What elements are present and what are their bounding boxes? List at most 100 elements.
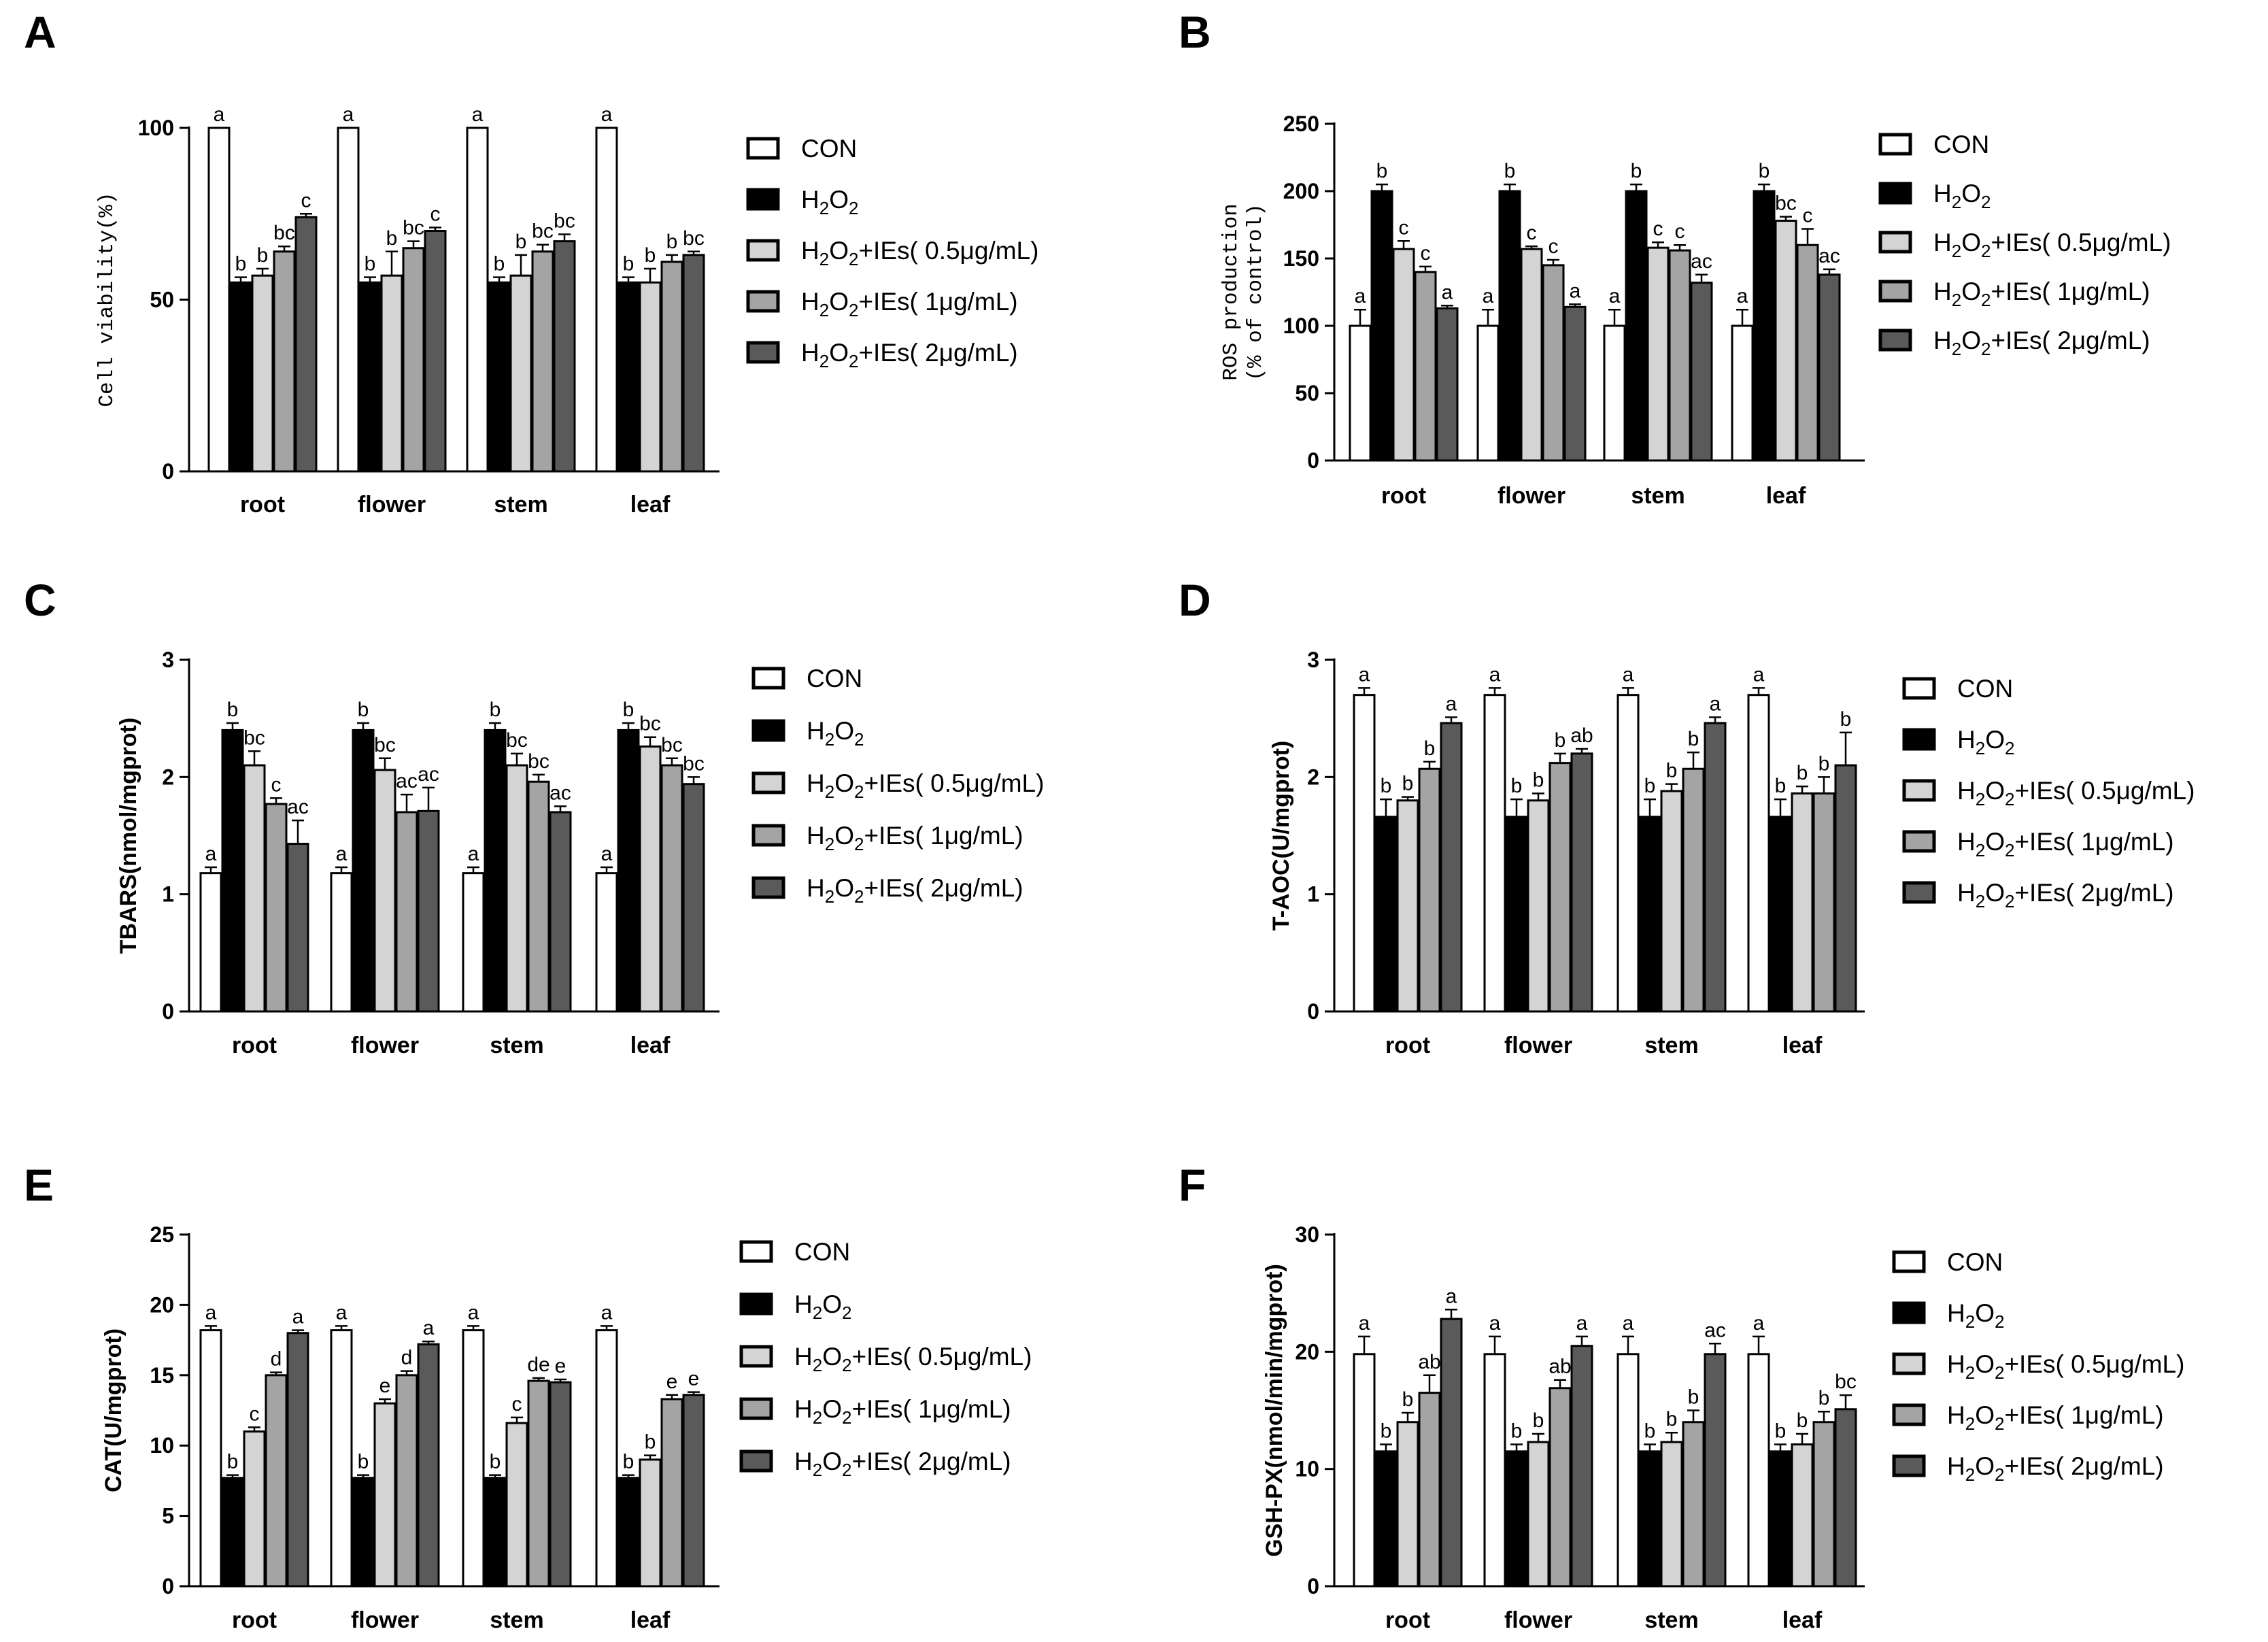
bar-d-leaf-ies_05 [1791, 792, 1814, 1013]
sig-label: b [1402, 773, 1414, 795]
y-tick-label-c: 3 [162, 648, 174, 672]
bar-c-root-con [199, 872, 222, 1013]
category-label-a: flower [358, 492, 426, 518]
legend-swatch-ies_1 [751, 824, 785, 847]
sig-label: a [1359, 1312, 1370, 1335]
y-axis-label-b: ROS production(% of control) [1219, 203, 1268, 380]
sig-label: c [250, 1403, 260, 1425]
bar-d-flower-ies_05 [1527, 799, 1550, 1013]
sig-label: ac [549, 782, 571, 804]
bar-e-leaf-ies_1 [660, 1398, 683, 1588]
bar-f-flower-con [1483, 1353, 1506, 1588]
sig-label: a [1753, 663, 1765, 686]
bar-e-root-h2o2 [221, 1477, 244, 1588]
y-tick-label-a: 50 [150, 288, 174, 312]
sig-label: c [1527, 222, 1537, 244]
legend-label-h2o2: H2O2 [794, 1290, 851, 1323]
y-tick-label-a: 0 [162, 459, 174, 484]
legend-label-ies_2: H2O2+IEs( 2μg/mL) [1957, 879, 2174, 911]
bar-c-stem-ies_1 [527, 780, 550, 1013]
legend-swatch-h2o2 [751, 719, 785, 742]
legend-swatch-h2o2 [746, 188, 780, 211]
y-tick-label-f: 10 [1295, 1457, 1319, 1481]
bar-a-flower-con [337, 127, 360, 473]
sig-label: a [1483, 285, 1494, 307]
sig-label: e [379, 1375, 391, 1397]
sig-label: b [358, 1451, 369, 1473]
legend-swatch-ies_2 [1902, 881, 1936, 904]
bar-b-leaf-con [1731, 324, 1754, 462]
bar-d-flower-ies_2 [1570, 752, 1593, 1013]
legend-swatch-ies_2 [746, 341, 780, 364]
legend-label-ies_1: H2O2+IEs( 1μg/mL) [807, 822, 1023, 854]
sig-label: bc [661, 734, 683, 756]
legend-label-con: CON [1957, 675, 2013, 703]
bar-c-root-h2o2 [221, 728, 244, 1013]
y-tick-label-e: 0 [162, 1574, 174, 1598]
bar-b-root-con [1349, 324, 1372, 462]
y-tick-label-f: 20 [1295, 1339, 1319, 1364]
sig-label: b [1775, 775, 1787, 797]
sig-label: b [1644, 1420, 1656, 1442]
bar-c-root-ies_05 [243, 764, 266, 1013]
y-tick-label-a: 100 [138, 116, 174, 140]
sig-label: c [1675, 220, 1685, 243]
bar-b-root-ies_2 [1436, 307, 1459, 462]
legend-swatch-con [739, 1240, 773, 1263]
legend-label-ies_1: H2O2+IEs( 1μg/mL) [1933, 278, 2150, 310]
y-tick-label-c: 2 [162, 765, 174, 789]
bar-f-root-ies_1 [1418, 1392, 1441, 1588]
bar-f-flower-ies_2 [1570, 1345, 1593, 1588]
bar-f-stem-ies_1 [1682, 1421, 1705, 1588]
sig-label: bc [1775, 192, 1797, 215]
sig-label: b [623, 1451, 634, 1473]
y-tick-label-f: 30 [1295, 1222, 1319, 1247]
bar-b-leaf-h2o2 [1753, 190, 1776, 462]
bar-f-stem-con [1617, 1353, 1640, 1588]
legend-swatch-con [1902, 677, 1936, 700]
bar-a-leaf-ies_1 [660, 261, 683, 473]
legend-swatch-ies_2 [1892, 1454, 1926, 1477]
bar-a-stem-ies_1 [531, 250, 554, 473]
bar-d-stem-h2o2 [1638, 816, 1661, 1013]
legend-label-ies_05: H2O2+IEs( 0.5μg/mL) [794, 1343, 1032, 1375]
sig-label: b [1381, 1420, 1392, 1442]
bar-b-flower-ies_2 [1563, 305, 1587, 462]
bar-f-root-ies_05 [1396, 1421, 1419, 1588]
bar-b-leaf-ies_2 [1818, 273, 1841, 462]
sig-label: a [336, 1301, 348, 1324]
legend-label-h2o2: H2O2 [801, 186, 858, 218]
sig-label: bc [639, 713, 661, 735]
sig-label: c [1399, 216, 1409, 239]
bar-f-leaf-ies_05 [1791, 1443, 1814, 1588]
bar-f-flower-h2o2 [1505, 1450, 1528, 1588]
y-tick-label-b: 250 [1283, 112, 1319, 136]
bar-d-stem-ies_1 [1682, 767, 1705, 1013]
sig-label: b [1688, 1386, 1699, 1409]
legend-swatch-ies_05 [746, 239, 780, 262]
y-tick-label-f: 0 [1307, 1574, 1319, 1598]
sig-label: a [1355, 285, 1366, 307]
bar-a-root-ies_2 [294, 216, 318, 473]
sig-label: b [386, 227, 398, 250]
bar-a-flower-h2o2 [358, 281, 382, 473]
y-axis-label-c: TBARS(nmol/mgprot) [116, 718, 141, 954]
category-label-f: leaf [1782, 1607, 1823, 1633]
sig-label: bc [374, 734, 396, 756]
bar-f-root-con [1353, 1353, 1376, 1588]
sig-label: a [1576, 1312, 1588, 1335]
y-tick-label-b: 150 [1283, 246, 1319, 271]
panel-e: E0510152025CAT(U/mgprot)abcdarootabedafl… [24, 1160, 1032, 1633]
sig-label: a [1446, 1285, 1457, 1307]
sig-label: a [601, 843, 613, 865]
y-tick-label-e: 25 [150, 1222, 174, 1247]
sig-label: bc [1835, 1371, 1857, 1393]
category-label-e: root [232, 1607, 277, 1633]
bar-d-root-ies_2 [1440, 722, 1463, 1013]
y-tick-label-b: 200 [1283, 179, 1319, 203]
legend-label-ies_05: H2O2+IEs( 0.5μg/mL) [1957, 777, 2195, 809]
bar-f-stem-ies_05 [1660, 1441, 1683, 1588]
category-label-b: flower [1497, 483, 1565, 509]
y-tick-label-e: 20 [150, 1292, 174, 1317]
